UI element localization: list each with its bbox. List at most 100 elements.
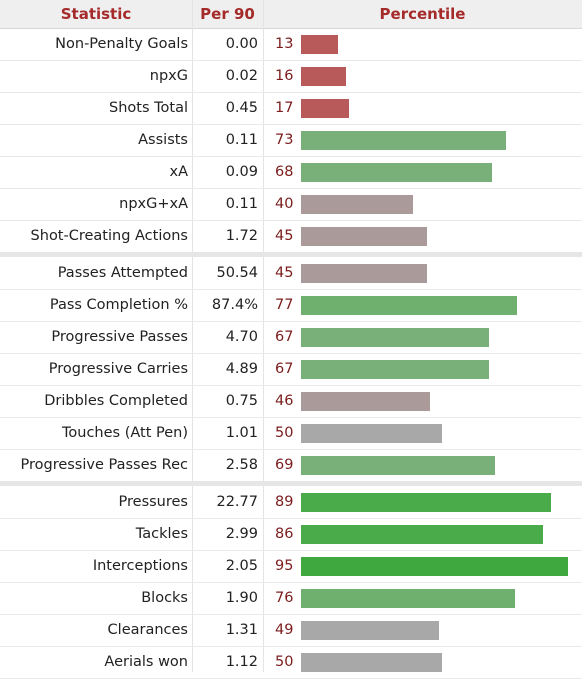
percentile-bar bbox=[301, 328, 489, 347]
statistic-label: npxG+xA bbox=[119, 196, 188, 212]
statistic-label: Progressive Carries bbox=[48, 361, 188, 377]
percentile-value: 13 bbox=[275, 36, 294, 52]
per90-value: 87.4% bbox=[211, 297, 258, 313]
percentile-value: 68 bbox=[275, 164, 294, 180]
table-row: Aerials won 1.12 50 bbox=[0, 646, 582, 679]
statistic-label: Blocks bbox=[141, 590, 188, 606]
percentile-bar bbox=[301, 264, 427, 283]
table-row: Clearances 1.31 49 bbox=[0, 614, 582, 647]
table-row: Progressive Passes 4.70 67 bbox=[0, 321, 582, 354]
per90-value: 0.11 bbox=[225, 196, 258, 212]
table-row: Pass Completion % 87.4% 77 bbox=[0, 289, 582, 322]
table-row: Shots Total 0.45 17 bbox=[0, 92, 582, 125]
statistic-label: Pressures bbox=[118, 494, 188, 510]
statistic-label: Clearances bbox=[107, 622, 188, 638]
percentile-bar bbox=[301, 35, 338, 54]
group-separator bbox=[0, 481, 582, 486]
table-row: Shot-Creating Actions 1.72 45 bbox=[0, 220, 582, 253]
table-row: Progressive Passes Rec 2.58 69 bbox=[0, 449, 582, 482]
per90-value: 0.09 bbox=[225, 164, 258, 180]
table-row: npxG+xA 0.11 40 bbox=[0, 188, 582, 221]
percentile-bar bbox=[301, 195, 413, 214]
column-divider bbox=[192, 0, 193, 672]
percentile-bar bbox=[301, 456, 495, 475]
percentile-value: 16 bbox=[275, 68, 294, 84]
table-row: Blocks 1.90 76 bbox=[0, 582, 582, 615]
header-statistic[interactable]: Statistic bbox=[60, 5, 132, 23]
table-row: Dribbles Completed 0.75 46 bbox=[0, 385, 582, 418]
percentile-value: 17 bbox=[275, 100, 294, 116]
per90-value: 0.11 bbox=[225, 132, 258, 148]
table-row: npxG 0.02 16 bbox=[0, 60, 582, 93]
percentile-bar bbox=[301, 360, 489, 379]
per90-value: 2.99 bbox=[225, 526, 258, 542]
group-separator bbox=[0, 252, 582, 257]
table-row: Interceptions 2.05 95 bbox=[0, 550, 582, 583]
statistic-label: npxG bbox=[149, 68, 188, 84]
percentile-value: 50 bbox=[275, 654, 294, 670]
statistic-label: Touches (Att Pen) bbox=[62, 425, 188, 441]
percentile-bar bbox=[301, 163, 492, 182]
per90-value: 1.90 bbox=[225, 590, 258, 606]
percentile-bar bbox=[301, 296, 517, 315]
percentile-value: 76 bbox=[275, 590, 294, 606]
table-row: Pressures 22.77 89 bbox=[0, 486, 582, 519]
table-row: xA 0.09 68 bbox=[0, 156, 582, 189]
statistic-label: Pass Completion % bbox=[49, 297, 188, 313]
percentile-bar bbox=[301, 67, 346, 86]
per90-value: 2.05 bbox=[225, 558, 258, 574]
statistic-label: Interceptions bbox=[92, 558, 188, 574]
per90-value: 0.02 bbox=[225, 68, 258, 84]
table-row: Tackles 2.99 86 bbox=[0, 518, 582, 551]
per90-value: 0.00 bbox=[225, 36, 258, 52]
percentile-value: 45 bbox=[275, 265, 294, 281]
percentile-bar bbox=[301, 131, 506, 150]
percentile-bar bbox=[301, 493, 551, 512]
per90-value: 2.58 bbox=[225, 457, 258, 473]
percentile-value: 89 bbox=[275, 494, 294, 510]
per90-value: 1.31 bbox=[225, 622, 258, 638]
table-row: Non-Penalty Goals 0.00 13 bbox=[0, 28, 582, 61]
table-header: Statistic Per 90 Percentile bbox=[0, 0, 582, 29]
percentile-value: 77 bbox=[275, 297, 294, 313]
per90-value: 1.72 bbox=[225, 228, 258, 244]
statistic-label: Progressive Passes bbox=[51, 329, 188, 345]
percentile-bar bbox=[301, 99, 349, 118]
per90-value: 4.70 bbox=[225, 329, 258, 345]
percentile-bar bbox=[301, 621, 439, 640]
percentile-value: 40 bbox=[275, 196, 294, 212]
statistic-label: Shot-Creating Actions bbox=[30, 228, 188, 244]
statistic-label: xA bbox=[169, 164, 188, 180]
per90-value: 1.12 bbox=[225, 654, 258, 670]
percentile-value: 86 bbox=[275, 526, 294, 542]
statistic-label: Dribbles Completed bbox=[44, 393, 188, 409]
percentile-bar bbox=[301, 557, 568, 576]
statistic-label: Progressive Passes Rec bbox=[20, 457, 188, 473]
table-row: Touches (Att Pen) 1.01 50 bbox=[0, 417, 582, 450]
percentile-value: 67 bbox=[275, 329, 294, 345]
statistic-label: Assists bbox=[138, 132, 188, 148]
percentile-value: 50 bbox=[275, 425, 294, 441]
percentile-bar bbox=[301, 424, 442, 443]
percentile-value: 46 bbox=[275, 393, 294, 409]
per90-value: 4.89 bbox=[225, 361, 258, 377]
percentile-bar bbox=[301, 589, 515, 608]
percentile-value: 49 bbox=[275, 622, 294, 638]
column-divider bbox=[263, 0, 264, 672]
percentile-bar bbox=[301, 392, 430, 411]
statistic-label: Shots Total bbox=[109, 100, 188, 116]
per90-value: 22.77 bbox=[216, 494, 258, 510]
percentile-bar bbox=[301, 525, 543, 544]
percentile-value: 45 bbox=[275, 228, 294, 244]
percentile-value: 67 bbox=[275, 361, 294, 377]
header-percentile[interactable]: Percentile bbox=[379, 5, 466, 23]
header-per90[interactable]: Per 90 bbox=[200, 5, 255, 23]
percentile-value: 69 bbox=[275, 457, 294, 473]
percentile-bar bbox=[301, 653, 442, 672]
table-row: Assists 0.11 73 bbox=[0, 124, 582, 157]
percentile-bar bbox=[301, 227, 427, 246]
statistic-label: Passes Attempted bbox=[57, 265, 188, 281]
statistic-label: Non-Penalty Goals bbox=[55, 36, 188, 52]
per90-value: 0.75 bbox=[225, 393, 258, 409]
